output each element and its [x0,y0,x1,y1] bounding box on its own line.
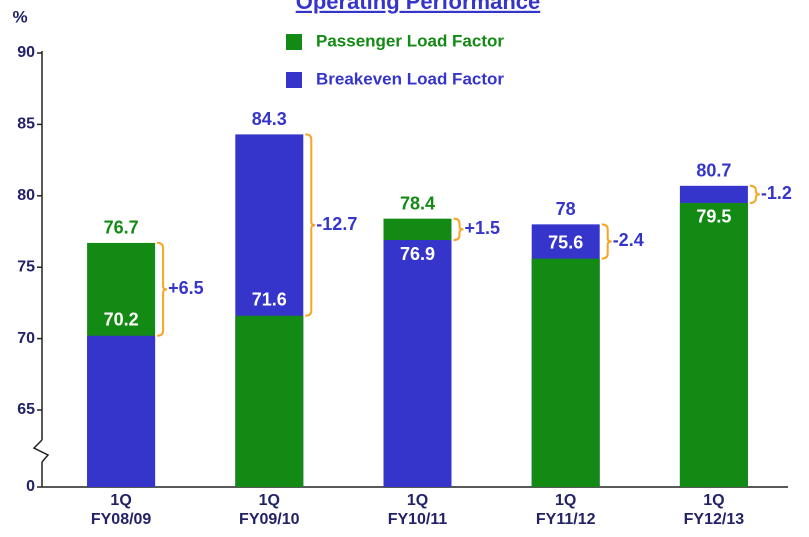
y-tick-label: 85 [17,116,35,133]
value-label: 78 [556,199,576,219]
x-tick-label: 1Q [703,492,724,509]
x-tick-label: 1Q [407,492,428,509]
y-axis-label: % [12,7,27,26]
x-tick-label: 1Q [555,492,576,509]
y-tick-label: 75 [17,258,35,275]
x-tick-label: FY10/11 [388,511,448,528]
x-tick-label: FY08/09 [91,511,152,528]
difference-brace [601,223,612,260]
legend: Passenger Load Factor Breakeven Load Fact… [286,31,504,88]
legend-swatch [286,34,302,50]
x-tick-label: FY09/10 [239,511,300,528]
axis-break [32,439,50,463]
difference-brace [749,184,760,204]
y-tick-label: 70 [17,330,35,347]
value-label: 76.7 [104,218,139,238]
legend-label: Breakeven Load Factor [316,69,504,88]
value-label: 75.6 [548,232,583,252]
value-label: 71.6 [252,290,287,310]
difference-label: -2.4 [613,230,644,250]
difference-brace [157,241,168,337]
axis-break-gap [36,440,48,462]
difference-brace [453,217,464,242]
value-label: 84.3 [252,109,287,129]
bar [679,202,748,487]
y-tick-label: 0 [26,478,35,495]
bar [235,315,304,487]
value-label: 80.7 [696,161,731,181]
difference-label: +1.5 [465,218,501,238]
chart-title: Operating Performance [296,0,541,14]
y-tick-label: 80 [17,187,35,204]
legend-swatch [286,72,302,88]
difference-label: -12.7 [316,214,357,234]
y-tick-label: 65 [17,401,35,418]
x-tick-label: 1Q [110,492,131,509]
difference-label: +6.5 [168,278,204,298]
difference-brace [305,133,316,317]
legend-label: Passenger Load Factor [316,31,504,50]
value-label: 70.2 [104,309,139,329]
bar [531,258,600,487]
bar [383,240,452,487]
x-tick-label: 1Q [259,492,280,509]
x-tick-label: FY11/12 [536,511,596,528]
value-label: 76.9 [400,244,435,264]
y-tick-label: 90 [17,44,35,61]
value-label: 79.5 [696,207,731,227]
difference-label: -1.2 [761,183,792,203]
bar [87,335,156,487]
x-tick-label: FY12/13 [684,511,745,528]
value-label: 78.4 [400,193,435,213]
